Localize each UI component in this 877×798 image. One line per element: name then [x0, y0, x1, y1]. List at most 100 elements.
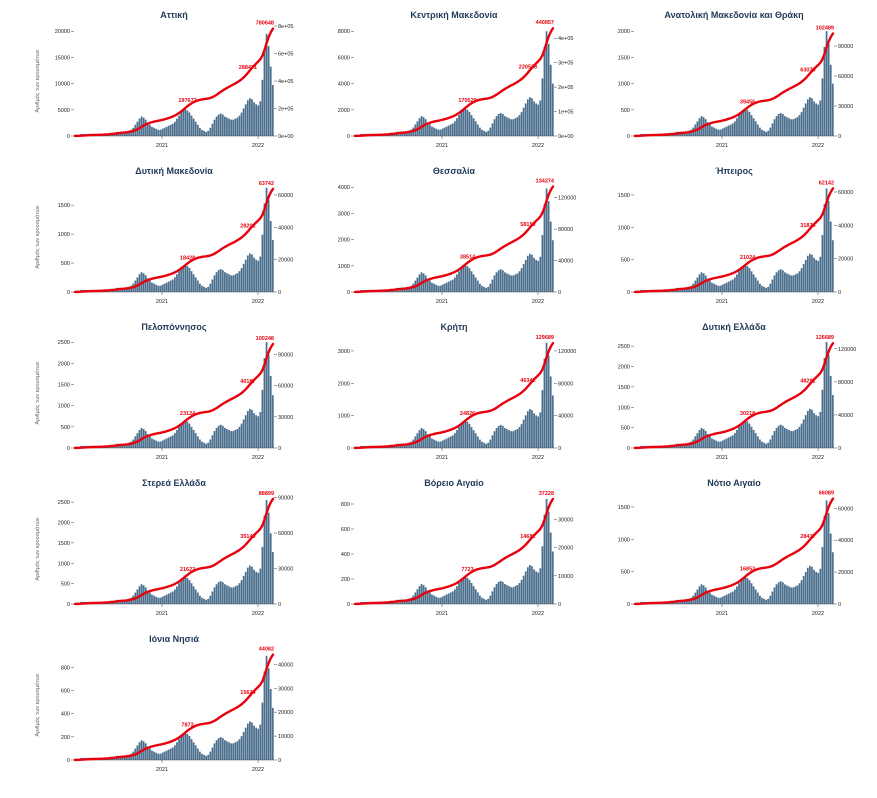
- svg-text:40000: 40000: [838, 538, 853, 544]
- chart-panel-10: Στερεά Ελλάδα 0 500 1000 1500 2000 2500 0 30000 6…: [30, 474, 310, 630]
- y-axis-label: Αριθμός των κρουσμάτων: [34, 49, 41, 112]
- x-axis-ticks: 2021 2022: [716, 292, 824, 305]
- svg-text:2021: 2021: [156, 455, 168, 461]
- svg-text:2500: 2500: [58, 340, 70, 346]
- svg-text:2000: 2000: [338, 381, 350, 387]
- region-chart: Ιόνια Νησιά 0 200 400 600 800 0 10000 20000 30000…: [34, 634, 293, 773]
- left-axis-ticks: 0 500 1000 1500 2000 2500: [58, 500, 74, 608]
- svg-text:2022: 2022: [252, 455, 264, 461]
- y-axis-label: Αριθμός των κρουσμάτων: [34, 673, 41, 736]
- svg-text:60000: 60000: [838, 74, 853, 80]
- svg-text:0: 0: [347, 134, 350, 140]
- cumulative-annotation: 28201: [240, 223, 255, 229]
- daily-cases-bars: [74, 187, 274, 292]
- left-axis-ticks: 0 200 400 600 800: [61, 665, 74, 764]
- chart-title: Ιόνια Νησιά: [149, 634, 199, 644]
- svg-text:40000: 40000: [278, 225, 293, 231]
- svg-text:2000: 2000: [58, 521, 70, 527]
- cumulative-cases-line: [633, 187, 835, 294]
- svg-text:1500: 1500: [618, 505, 630, 511]
- svg-text:2022: 2022: [532, 143, 544, 149]
- cumulative-cases-line: [73, 27, 275, 138]
- chart-panel-13: Ιόνια Νησιά 0 200 400 600 800 0 10000 20000 30000…: [30, 630, 310, 786]
- svg-text:2021: 2021: [156, 299, 168, 305]
- chart-panel-7: Πελοπόννησος 0 500 1000 1500 2000 2500 0 30000 60…: [30, 318, 310, 474]
- chart-title: Αττική: [160, 10, 188, 20]
- cumulative-annotation: 66089: [819, 491, 834, 497]
- svg-text:1500: 1500: [618, 193, 630, 199]
- daily-cases-bars: [354, 31, 554, 137]
- svg-text:1000: 1000: [618, 405, 630, 411]
- svg-text:30000: 30000: [558, 517, 573, 523]
- chart-title: Θεσσαλία: [433, 166, 476, 176]
- svg-text:80000: 80000: [558, 227, 573, 233]
- cumulative-annotation: 30218: [740, 411, 755, 417]
- chart-panel-2: Κεντρική Μακεδονία 0 2000 4000 6000 8000 0e+00…: [310, 6, 590, 162]
- cumulative-cases-line: [73, 342, 275, 450]
- svg-text:1000: 1000: [58, 232, 70, 238]
- svg-text:2022: 2022: [812, 455, 824, 461]
- svg-text:2022: 2022: [812, 143, 824, 149]
- cumulative-annotation: 14682: [520, 534, 535, 540]
- svg-text:2021: 2021: [436, 611, 448, 617]
- x-axis-ticks: 2021 2022: [156, 760, 264, 773]
- cumulative-annotation: 63079: [800, 68, 815, 74]
- svg-text:2000: 2000: [58, 361, 70, 367]
- svg-text:80000: 80000: [838, 380, 853, 386]
- svg-text:1500: 1500: [618, 385, 630, 391]
- svg-text:60000: 60000: [838, 190, 853, 196]
- svg-text:20000: 20000: [278, 258, 293, 264]
- chart-panel-3: Ανατολική Μακεδονία και Θράκη 0 500 1000 150…: [590, 6, 870, 162]
- svg-text:2000: 2000: [338, 108, 350, 114]
- cumulative-annotation: 37228: [539, 491, 554, 497]
- svg-text:90000: 90000: [838, 44, 853, 50]
- cumulative-annotation: 197672: [178, 98, 196, 104]
- svg-text:1000: 1000: [338, 264, 350, 270]
- region-chart: Κεντρική Μακεδονία 0 2000 4000 6000 8000 0e+00…: [338, 10, 574, 149]
- cumulative-annotation: 7723: [461, 567, 473, 573]
- svg-text:4000: 4000: [338, 82, 350, 88]
- svg-text:0: 0: [347, 290, 350, 296]
- svg-text:15000: 15000: [55, 55, 70, 61]
- y-axis-label: Αριθμός των κρουσμάτων: [34, 517, 41, 580]
- svg-text:60000: 60000: [838, 506, 853, 512]
- svg-text:6000: 6000: [338, 55, 350, 61]
- right-axis-ticks: 0 40000 80000 120000: [554, 196, 576, 296]
- svg-text:4e+05: 4e+05: [558, 36, 573, 42]
- svg-text:0: 0: [627, 446, 630, 452]
- svg-text:2021: 2021: [436, 455, 448, 461]
- svg-text:500: 500: [61, 425, 70, 431]
- svg-text:2021: 2021: [716, 455, 728, 461]
- x-axis-ticks: 2021 2022: [156, 448, 264, 461]
- svg-text:6e+05: 6e+05: [278, 52, 293, 58]
- svg-text:2022: 2022: [252, 143, 264, 149]
- svg-text:20000: 20000: [278, 710, 293, 716]
- svg-text:0: 0: [278, 290, 281, 296]
- right-axis-ticks: 0 30000 60000 90000: [834, 44, 853, 140]
- svg-text:20000: 20000: [838, 257, 853, 263]
- left-axis-ticks: 0 1000 2000 3000 4000: [338, 185, 354, 296]
- right-axis-ticks: 0e+00 2e+05 4e+05 6e+05 8e+05: [274, 24, 293, 140]
- daily-cases-bars: [634, 342, 834, 448]
- svg-text:0: 0: [278, 758, 281, 764]
- daily-cases-bars: [354, 499, 554, 604]
- x-axis-ticks: 2021 2022: [716, 448, 824, 461]
- svg-text:2021: 2021: [716, 299, 728, 305]
- cumulative-cases-line: [633, 32, 835, 138]
- svg-text:500: 500: [61, 582, 70, 588]
- svg-text:2000: 2000: [618, 365, 630, 371]
- cumulative-annotation: 23124: [180, 411, 196, 417]
- svg-text:60000: 60000: [278, 531, 293, 537]
- svg-text:2e+05: 2e+05: [558, 85, 573, 91]
- svg-text:40000: 40000: [278, 662, 293, 668]
- x-axis-ticks: 2021 2022: [436, 292, 544, 305]
- svg-text:2021: 2021: [156, 767, 168, 773]
- svg-text:1000: 1000: [618, 225, 630, 231]
- right-axis-ticks: 0 20000 40000 60000: [834, 506, 853, 608]
- cumulative-annotation: 170529: [458, 98, 476, 104]
- right-axis-ticks: 0e+00 1e+05 2e+05 3e+05 4e+05: [554, 36, 573, 140]
- svg-text:500: 500: [621, 570, 630, 576]
- left-axis-ticks: 0 500 1000 1500: [618, 193, 634, 296]
- svg-text:0: 0: [558, 446, 561, 452]
- region-chart: Ανατολική Μακεδονία και Θράκη 0 500 1000 150…: [618, 10, 854, 149]
